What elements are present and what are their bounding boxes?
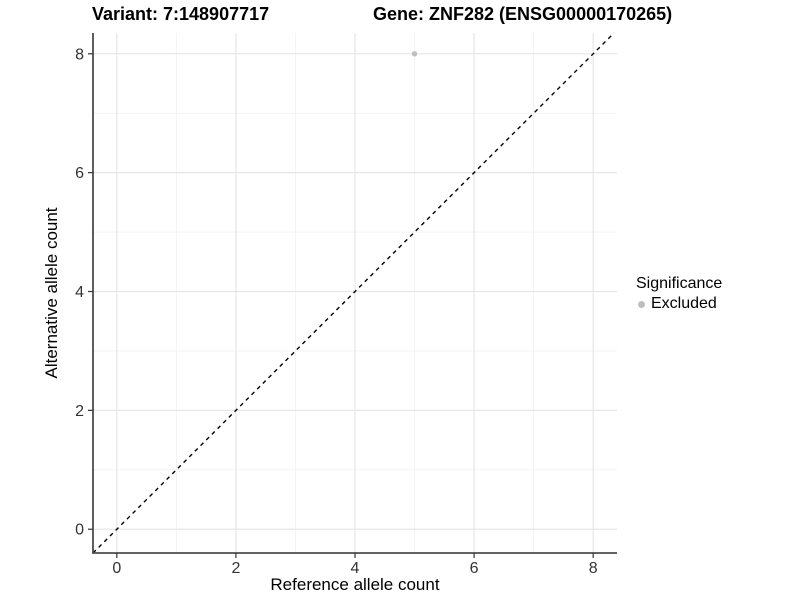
legend-item-label: Excluded — [651, 295, 717, 312]
excluded-point-icon — [638, 300, 645, 308]
y-tick-label: 6 — [75, 165, 84, 182]
x-tick-label: 6 — [470, 560, 479, 577]
y-tick-label: 4 — [75, 284, 84, 301]
y-tick-label: 8 — [75, 46, 84, 63]
x-tick-label: 2 — [231, 560, 240, 577]
y-axis-title: Alternative allele count — [42, 207, 61, 378]
identity-dashed-line — [92, 32, 615, 554]
x-tick-label: 0 — [112, 560, 121, 577]
y-tick-label: 0 — [75, 522, 84, 539]
legend: Significance Excluded — [636, 275, 722, 313]
legend-title: Significance — [636, 275, 723, 292]
x-tick-label: 4 — [351, 560, 360, 577]
x-axis-title: Reference allele count — [270, 575, 439, 594]
legend-item-excluded: Excluded — [636, 295, 722, 313]
x-tick-label: 8 — [589, 560, 598, 577]
data-point — [411, 51, 418, 57]
variant-title: Variant: 7:148907717 — [92, 4, 270, 24]
gene-title: Gene: ZNF282 (ENSG00000170265) — [373, 4, 673, 24]
y-tick-label: 2 — [75, 403, 84, 420]
